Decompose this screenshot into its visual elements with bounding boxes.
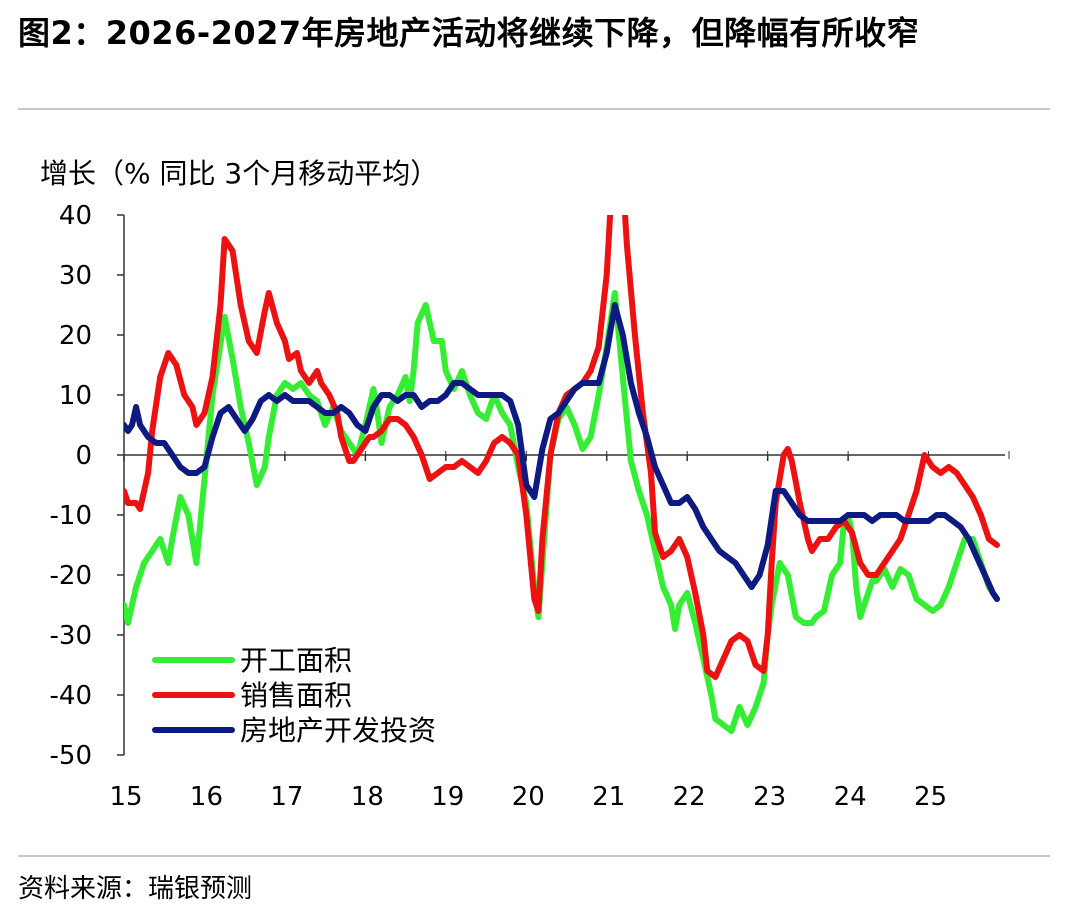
- y-tick-label: 30: [59, 261, 92, 291]
- y-axis-ticks: 40 30 20 10 0 -10 -20 -30 -40 -50: [50, 201, 124, 771]
- top-divider: [18, 108, 1050, 110]
- x-tick-label: 15: [109, 782, 142, 812]
- x-tick-label: 22: [673, 782, 706, 812]
- series-line-3: [124, 302, 1000, 602]
- chart-title: 图2：2026-2027年房地产活动将继续下降，但降幅有所收窄: [18, 14, 920, 52]
- legend-label-1: 开工面积: [240, 644, 352, 677]
- series-line-2: [124, 215, 1000, 680]
- x-tick-label: 19: [431, 782, 464, 812]
- x-tick-label: 23: [753, 782, 786, 812]
- legend-label-3: 房地产开发投资: [240, 714, 436, 747]
- x-tick-label: 18: [351, 782, 384, 812]
- legend-label-2: 销售面积: [240, 679, 352, 712]
- x-tick-label: 21: [592, 782, 625, 812]
- x-tick-label: 25: [914, 782, 947, 812]
- y-tick-label: -20: [50, 561, 92, 591]
- y-tick-label: 20: [59, 321, 92, 351]
- bottom-divider: [18, 855, 1050, 857]
- x-tick-label: 16: [190, 782, 223, 812]
- y-tick-label: 0: [75, 441, 92, 471]
- y-tick-label: -10: [50, 501, 92, 531]
- y-axis-unit-label: 增长（% 同比 3个月移动平均）: [40, 157, 439, 190]
- x-axis-ticks: 15 16 17 18 19 20 21 22 23 24 25: [109, 451, 1010, 812]
- y-tick-label: -30: [50, 621, 92, 651]
- x-tick-label: 17: [270, 782, 303, 812]
- y-tick-label: -40: [50, 681, 92, 711]
- x-tick-label: 24: [834, 782, 867, 812]
- y-tick-label: 40: [59, 201, 92, 231]
- series-group: [124, 215, 1000, 734]
- y-tick-label: 10: [59, 381, 92, 411]
- x-tick-label: 20: [512, 782, 545, 812]
- y-tick-label: -50: [50, 741, 92, 771]
- source-note: 资料来源：瑞银预测: [18, 874, 253, 904]
